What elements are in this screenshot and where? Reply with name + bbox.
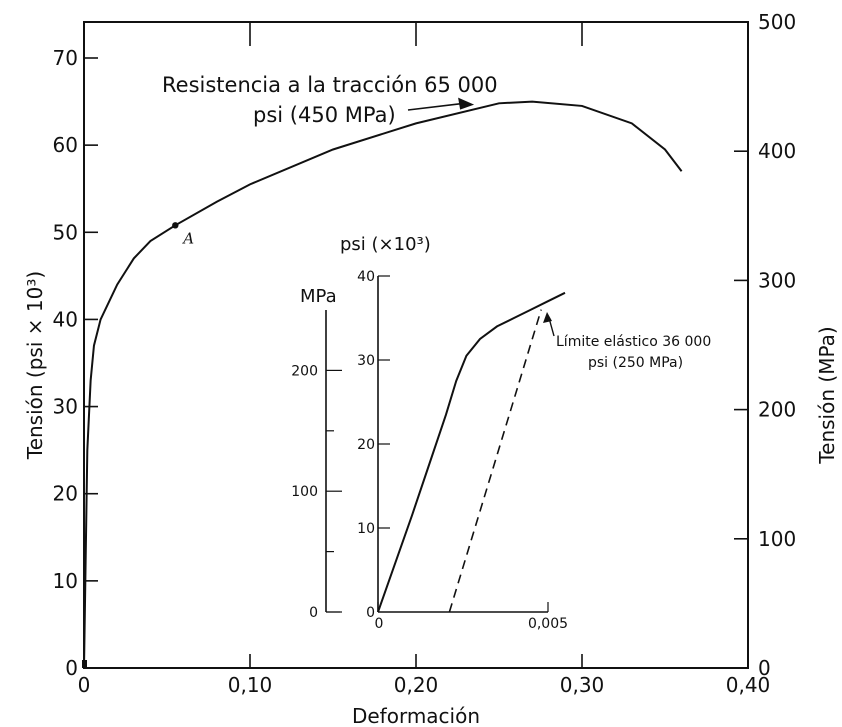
point-a-marker	[172, 222, 178, 228]
y-tick-label-left: 70	[53, 46, 78, 70]
x-tick-label: 0,20	[394, 673, 439, 697]
inset-offset-line	[449, 310, 541, 612]
inset-psi-label: psi (×10³)	[340, 234, 431, 255]
y-tick-label-right: 0	[758, 656, 771, 680]
tensile-strength-label-line1: Resistencia a la tracción 65 000	[162, 73, 498, 97]
y-tick-label-right: 500	[758, 10, 796, 34]
point-a-label: A	[181, 229, 194, 247]
y-tick-label-left: 40	[53, 307, 78, 331]
y-tick-label-left: 10	[53, 569, 78, 593]
inset-mpa-tick-label: 0	[309, 605, 318, 621]
x-tick-label: 0	[78, 673, 91, 697]
inset-x-tick-label: 0	[375, 616, 384, 632]
inset-x-tick-label: 0,005	[528, 616, 568, 632]
y-tick-label-left: 20	[53, 482, 78, 506]
inset-y-tick-label: 30	[357, 353, 375, 369]
stress-strain-curve	[84, 102, 682, 668]
inset-curve	[378, 293, 565, 612]
inset-y-tick-label: 40	[357, 269, 375, 285]
inset-mpa-tick-label: 200	[291, 363, 318, 379]
main-chart: 0 0,10 0,20 0,30 0,4001020304050607001002003…	[23, 10, 839, 727]
tensile-strength-arrowhead	[458, 98, 474, 110]
y-tick-label-right: 200	[758, 398, 796, 422]
x-axis-label: Deformación	[352, 704, 480, 727]
y-tick-label-right: 300	[758, 268, 796, 292]
tensile-strength-label-line2: psi (450 MPa)	[253, 103, 396, 127]
y-tick-label-left: 50	[53, 220, 78, 244]
y-tick-label-right: 400	[758, 139, 796, 163]
inset-y-tick-label: 20	[357, 437, 375, 453]
origin-mark	[82, 660, 87, 668]
y-axis-label-left: Tensión (psi × 10³)	[23, 271, 47, 460]
inset-y-tick-label: 10	[357, 521, 375, 537]
inset-mpa-label: MPa	[300, 286, 337, 307]
x-tick-label: 0,30	[560, 673, 605, 697]
y-tick-label-left: 60	[53, 133, 78, 157]
tensile-strength-arrow-line	[408, 104, 462, 110]
yield-label-line1: Límite elástico 36 000	[556, 334, 711, 350]
x-tick-label: 0,10	[228, 673, 273, 697]
y-tick-label-right: 100	[758, 527, 796, 551]
inset-mpa-tick-label: 100	[291, 484, 318, 500]
y-tick-label-left: 30	[53, 395, 78, 419]
y-axis-label-right: Tensión (MPa)	[815, 326, 839, 464]
yield-label-line2: psi (250 MPa)	[588, 355, 683, 371]
y-tick-label-left: 0	[65, 656, 78, 680]
